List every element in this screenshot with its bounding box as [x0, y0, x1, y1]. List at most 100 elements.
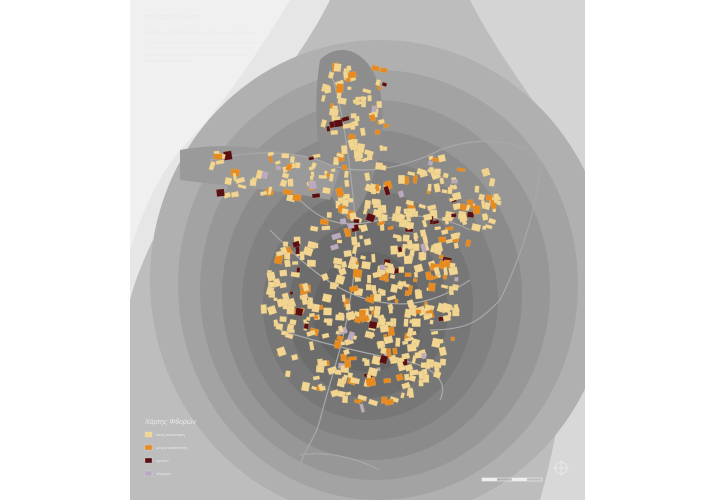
building [487, 217, 497, 225]
building [441, 189, 448, 194]
building [340, 260, 348, 268]
building [451, 179, 458, 184]
building [344, 360, 352, 368]
building [279, 316, 287, 323]
building [275, 323, 284, 331]
building [342, 193, 350, 200]
building [389, 274, 396, 280]
building [376, 100, 383, 109]
building [421, 219, 428, 228]
building [451, 213, 457, 218]
building [364, 359, 370, 366]
building [360, 255, 367, 260]
legend-label: καλή κατάσταση [156, 432, 185, 437]
building [413, 263, 424, 274]
building [407, 285, 413, 295]
building [432, 370, 442, 379]
building [392, 347, 398, 355]
building [456, 167, 466, 173]
building [407, 171, 416, 177]
building [383, 123, 389, 128]
building [345, 391, 352, 396]
building [361, 156, 370, 163]
legend-title: Χάρτης Φθορών [144, 418, 196, 426]
building [330, 168, 336, 173]
building [453, 242, 459, 249]
building [450, 232, 459, 241]
building [432, 361, 443, 369]
building [363, 149, 374, 157]
building [350, 113, 357, 119]
building [367, 274, 372, 284]
building [390, 245, 399, 255]
building [302, 246, 314, 257]
building [326, 125, 331, 132]
building [288, 329, 295, 333]
building [386, 295, 397, 301]
building [369, 113, 377, 122]
building [431, 337, 442, 349]
building [350, 258, 357, 265]
building [427, 282, 436, 292]
building [376, 220, 385, 227]
building [340, 376, 346, 385]
building [449, 184, 456, 189]
building [296, 267, 301, 273]
building [321, 332, 330, 339]
building [445, 238, 453, 244]
building [375, 79, 381, 87]
building [471, 222, 482, 232]
building [379, 289, 386, 296]
building [441, 302, 452, 314]
building [434, 226, 441, 231]
building [390, 283, 399, 294]
building [260, 304, 267, 314]
building [342, 71, 349, 79]
building [438, 236, 447, 243]
building [286, 305, 295, 315]
building [335, 330, 340, 335]
building [348, 71, 357, 79]
building [350, 236, 358, 246]
building [289, 291, 294, 295]
building [344, 228, 352, 238]
building [395, 212, 406, 224]
building [436, 273, 442, 279]
building [274, 160, 281, 166]
building [235, 176, 246, 185]
building [323, 317, 333, 325]
building [416, 167, 427, 177]
buildings [208, 62, 502, 413]
building [404, 272, 412, 278]
building [367, 366, 379, 377]
building [357, 394, 368, 402]
building [394, 298, 399, 304]
building [285, 163, 293, 172]
legend-label: αδόμητο [156, 471, 172, 476]
building [279, 269, 288, 277]
building [345, 310, 356, 321]
building [313, 314, 319, 320]
building [351, 262, 360, 270]
building [373, 293, 382, 302]
legend-swatch [144, 470, 153, 477]
building [332, 257, 343, 265]
building [340, 353, 348, 362]
legend-label: ερείπιο [156, 458, 169, 463]
building [454, 276, 459, 282]
building [275, 165, 282, 171]
building [341, 208, 349, 215]
building [276, 298, 284, 308]
building [328, 173, 334, 182]
building [368, 182, 377, 194]
building [434, 168, 441, 175]
building [308, 298, 313, 306]
building [359, 403, 366, 413]
building [340, 341, 346, 346]
legend-swatch [144, 457, 153, 464]
building [473, 205, 481, 215]
building [303, 323, 310, 330]
building [368, 398, 379, 407]
building [330, 129, 339, 135]
building [353, 218, 360, 224]
